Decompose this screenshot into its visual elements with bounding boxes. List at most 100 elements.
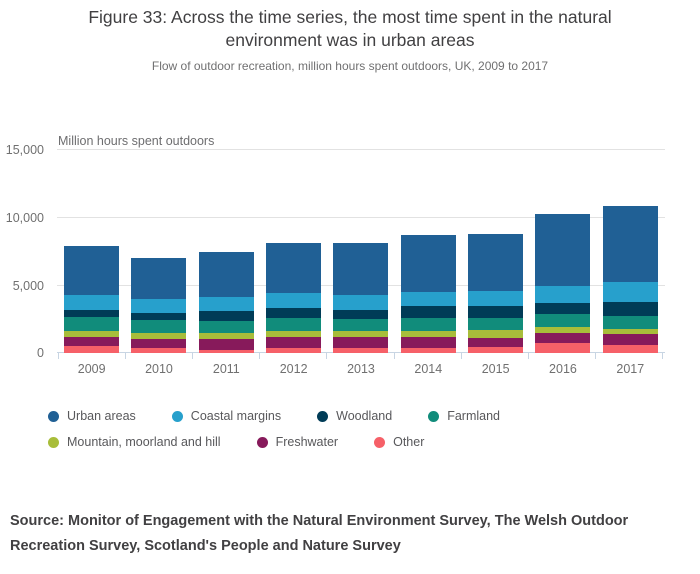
gridline-10000 bbox=[57, 217, 665, 218]
bar-slot-2013 bbox=[327, 150, 394, 353]
bar-segment-farmland-2009 bbox=[64, 317, 120, 332]
bar-segment-farmland-2015 bbox=[468, 317, 524, 331]
bar-segment-other-2013 bbox=[333, 347, 389, 353]
bar-segment-urban-areas-2015 bbox=[468, 233, 524, 291]
axis-tick bbox=[57, 353, 125, 359]
bar-segment-other-2010 bbox=[131, 347, 187, 353]
bar-2017 bbox=[602, 205, 658, 353]
bar-segment-farmland-2014 bbox=[400, 318, 456, 332]
bar-segment-urban-areas-2009 bbox=[64, 246, 120, 296]
x-tick-label-2015: 2015 bbox=[481, 362, 510, 376]
bar-2015 bbox=[468, 233, 524, 353]
bar-segment-woodland-2016 bbox=[535, 302, 591, 315]
legend-swatch-coastal-margins bbox=[171, 410, 183, 422]
bar-segment-other-2015 bbox=[468, 346, 524, 353]
bar-segment-coastal-margins-2017 bbox=[602, 282, 658, 303]
figure-subtitle: Flow of outdoor recreation, million hour… bbox=[151, 59, 549, 73]
x-tick-label-2009: 2009 bbox=[77, 362, 106, 376]
bar-segment-farmland-2012 bbox=[266, 318, 322, 332]
bar-segment-coastal-margins-2012 bbox=[266, 293, 322, 309]
bar-segment-mountain-moorland-and-hill-2016 bbox=[535, 327, 591, 334]
bar-2013 bbox=[333, 243, 389, 353]
bar-2009 bbox=[64, 246, 120, 353]
bar-slot-2012 bbox=[260, 150, 327, 353]
bar-segment-farmland-2011 bbox=[198, 320, 254, 334]
bar-segment-urban-areas-2012 bbox=[266, 243, 322, 294]
bar-segment-urban-areas-2017 bbox=[602, 205, 658, 283]
legend-item-mountain-moorland-and-hill: Mountain, moorland and hill bbox=[48, 435, 221, 449]
bar-segment-coastal-margins-2014 bbox=[400, 292, 456, 307]
bar-segment-other-2009 bbox=[64, 346, 120, 353]
bar-slot-2014 bbox=[395, 150, 462, 353]
bar-segment-coastal-margins-2009 bbox=[64, 295, 120, 311]
bar-2014 bbox=[400, 235, 456, 353]
plot-area bbox=[58, 150, 664, 353]
x-axis-labels: 2009 2010 2011 2012 2013 2014 2015 2016 2017 bbox=[58, 362, 664, 376]
bar-segment-farmland-2013 bbox=[333, 318, 389, 332]
legend-label-other: Other bbox=[393, 435, 425, 449]
bar-segment-freshwater-2009 bbox=[64, 337, 120, 347]
bar-slot-2010 bbox=[125, 150, 192, 353]
bar-segment-freshwater-2011 bbox=[198, 338, 254, 350]
legend-item-coastal-margins: Coastal margins bbox=[171, 409, 282, 423]
bar-segment-mountain-moorland-and-hill-2012 bbox=[266, 331, 322, 338]
axis-tick bbox=[393, 353, 461, 359]
axis-tick bbox=[595, 353, 664, 359]
bar-segment-coastal-margins-2016 bbox=[535, 285, 591, 303]
bar-segment-freshwater-2017 bbox=[602, 334, 658, 345]
x-axis-ticks bbox=[57, 353, 664, 359]
bar-segment-other-2011 bbox=[198, 349, 254, 353]
y-tick-label-0: 0 bbox=[37, 346, 44, 360]
bar-segment-woodland-2010 bbox=[131, 313, 187, 320]
bar-segment-mountain-moorland-and-hill-2010 bbox=[131, 332, 187, 339]
legend-label-freshwater: Freshwater bbox=[275, 435, 339, 449]
legend-label-coastal-margins: Coastal margins bbox=[190, 409, 282, 423]
bar-slot-2015 bbox=[462, 150, 529, 353]
bar-segment-coastal-margins-2010 bbox=[131, 298, 187, 314]
bar-segment-urban-areas-2013 bbox=[333, 243, 389, 295]
legend: Urban areas Coastal margins Woodland Farmla… bbox=[48, 409, 670, 449]
x-tick-label-2013: 2013 bbox=[347, 362, 375, 376]
axis-tick bbox=[326, 353, 393, 359]
bar-slot-2011 bbox=[193, 150, 260, 353]
bar-segment-farmland-2010 bbox=[131, 319, 187, 333]
y-tick-label-10000: 10,000 bbox=[5, 211, 44, 225]
bar-segment-mountain-moorland-and-hill-2015 bbox=[468, 330, 524, 339]
bar-segment-urban-areas-2010 bbox=[131, 258, 187, 299]
bar-segment-woodland-2013 bbox=[333, 309, 389, 319]
x-tick-label-2014: 2014 bbox=[414, 362, 443, 376]
legend-item-freshwater: Freshwater bbox=[256, 435, 339, 449]
bar-slot-2016 bbox=[529, 150, 596, 353]
axis-tick bbox=[460, 353, 528, 359]
legend-swatch-farmland bbox=[428, 410, 440, 422]
bar-segment-woodland-2009 bbox=[64, 310, 120, 318]
bar-segment-freshwater-2015 bbox=[468, 338, 524, 347]
figure-title: Figure 33: Across the time series, the m… bbox=[88, 7, 612, 50]
bar-segment-mountain-moorland-and-hill-2009 bbox=[64, 331, 120, 338]
bar-segment-other-2016 bbox=[535, 342, 591, 353]
bar-segment-woodland-2014 bbox=[400, 306, 456, 319]
x-tick-label-2016: 2016 bbox=[549, 362, 577, 376]
bar-segment-woodland-2015 bbox=[468, 305, 524, 318]
bar-segment-mountain-moorland-and-hill-2011 bbox=[198, 333, 254, 339]
bar-segment-coastal-margins-2015 bbox=[468, 290, 524, 306]
legend-swatch-other bbox=[374, 436, 386, 448]
bar-segment-freshwater-2013 bbox=[333, 336, 389, 348]
gridline-15000 bbox=[57, 149, 665, 150]
legend-swatch-freshwater bbox=[256, 436, 268, 448]
x-tick-label-2011: 2011 bbox=[212, 362, 240, 376]
y-axis-title: Million hours spent outdoors bbox=[58, 134, 215, 148]
legend-label-urban-areas: Urban areas bbox=[67, 409, 136, 423]
y-tick-label-5000: 5,000 bbox=[12, 279, 44, 293]
bar-segment-other-2017 bbox=[602, 344, 658, 353]
bar-segment-urban-areas-2011 bbox=[198, 252, 254, 297]
x-tick-label-2012: 2012 bbox=[279, 362, 308, 376]
bar-segment-mountain-moorland-and-hill-2013 bbox=[333, 331, 389, 337]
legend-swatch-urban-areas bbox=[48, 410, 59, 422]
bar-segment-freshwater-2012 bbox=[266, 337, 322, 348]
bar-segment-woodland-2012 bbox=[266, 308, 322, 319]
bar-segment-mountain-moorland-and-hill-2014 bbox=[400, 331, 456, 338]
bar-segment-other-2014 bbox=[400, 347, 456, 353]
bar-segment-mountain-moorland-and-hill-2017 bbox=[602, 328, 658, 335]
bar-segment-farmland-2016 bbox=[535, 314, 591, 328]
